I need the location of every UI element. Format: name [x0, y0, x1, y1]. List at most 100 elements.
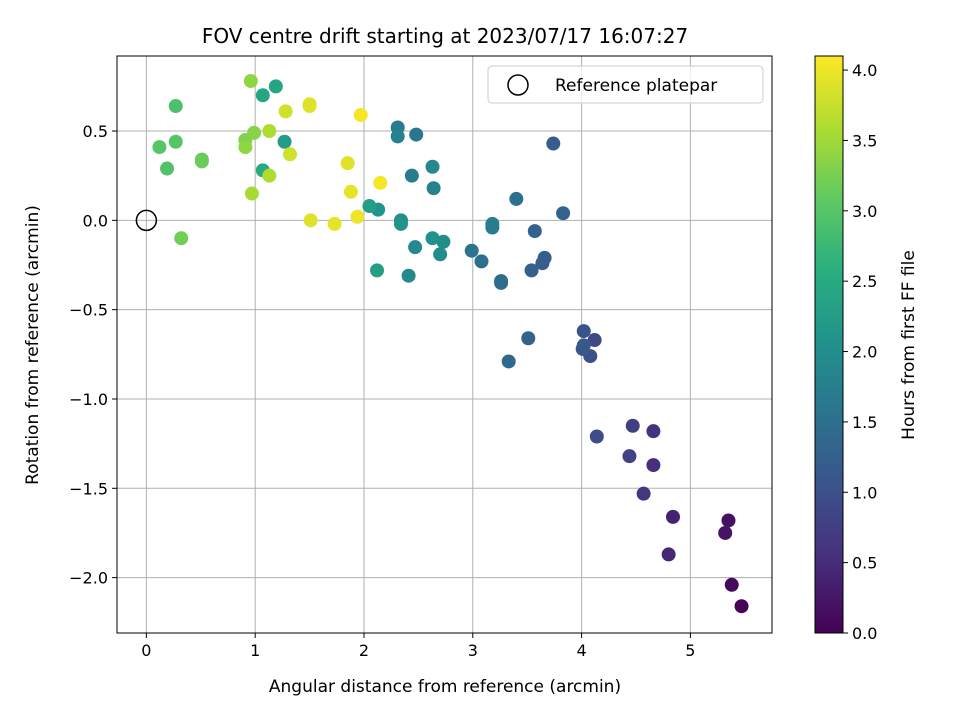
y-axis-title: Rotation from reference (arcmin): [23, 205, 43, 485]
plot-frame: [116, 55, 773, 634]
data-point: [425, 231, 440, 246]
data-point: [433, 247, 448, 262]
data-point: [646, 458, 661, 473]
data-point: [255, 88, 270, 103]
data-point: [243, 74, 258, 89]
data-point: [268, 79, 283, 94]
data-point: [262, 124, 277, 139]
data-point: [576, 324, 591, 339]
data-point: [426, 181, 441, 196]
data-point: [160, 161, 175, 176]
colorbar-tick-label: 4.0: [852, 61, 877, 80]
data-point: [262, 168, 277, 183]
data-point: [485, 220, 500, 235]
data-point: [401, 268, 416, 283]
data-point: [409, 127, 424, 142]
data-point: [527, 224, 542, 239]
data-point: [556, 206, 571, 221]
x-tick-label: 5: [685, 641, 695, 660]
data-point: [282, 147, 297, 162]
data-point: [622, 449, 637, 464]
x-tick-label: 4: [576, 641, 586, 660]
data-point: [168, 99, 183, 114]
x-axis-ticks: 0 1 2 3 4 5: [141, 633, 695, 660]
x-tick-label: 2: [359, 641, 369, 660]
data-point: [425, 159, 440, 174]
y-tick-label: −2.0: [69, 569, 108, 588]
colorbar-tick-label: 1.0: [852, 483, 877, 502]
colorbar-tick-label: 2.5: [852, 272, 877, 291]
data-point: [474, 254, 489, 269]
data-point: [436, 234, 451, 249]
grid-lines: [117, 56, 772, 633]
x-tick-label: 3: [468, 641, 478, 660]
x-tick-label: 1: [250, 641, 260, 660]
data-point: [521, 331, 536, 346]
legend-label-reference: Reference platepar: [555, 76, 717, 96]
data-point: [343, 184, 358, 199]
data-point: [353, 107, 368, 122]
data-point: [303, 213, 318, 228]
colorbar-tick-label: 0.5: [852, 554, 877, 573]
data-point: [152, 140, 167, 155]
data-point: [589, 429, 604, 444]
data-point: [174, 231, 189, 246]
data-point: [575, 341, 590, 356]
data-point: [464, 243, 479, 258]
data-point: [247, 125, 262, 140]
colorbar-tick-label: 0.0: [852, 624, 877, 643]
y-tick-label: 0.5: [83, 122, 108, 141]
data-point: [350, 209, 365, 224]
data-point: [194, 154, 209, 169]
y-axis-ticks: −2.0 −1.5 −1.0 −0.5 0.0 0.5: [69, 122, 117, 588]
data-point: [327, 216, 342, 231]
data-point: [362, 199, 377, 214]
data-point: [238, 140, 253, 155]
colorbar-title: Hours from first FF file: [899, 250, 919, 440]
data-point: [646, 424, 661, 439]
data-point: [340, 156, 355, 171]
data-point: [370, 263, 385, 278]
y-tick-label: −0.5: [69, 301, 108, 320]
data-point: [244, 186, 259, 201]
legend: Reference platepar: [487, 65, 764, 104]
data-point: [277, 134, 292, 149]
colorbar-tick-label: 2.0: [852, 343, 877, 362]
data-point: [393, 216, 408, 231]
chart-title: FOV centre drift starting at 2023/07/17 …: [202, 24, 688, 48]
data-point: [721, 513, 736, 528]
x-tick-label: 0: [141, 641, 151, 660]
data-point: [537, 250, 552, 265]
data-point: [404, 168, 419, 183]
data-point: [494, 275, 509, 290]
data-point: [390, 129, 405, 144]
data-points: [152, 74, 749, 614]
data-point: [665, 509, 680, 524]
data-point: [278, 104, 293, 119]
data-point: [168, 134, 183, 149]
reference-marker: [135, 209, 158, 232]
data-point: [718, 525, 733, 540]
data-point: [734, 599, 749, 614]
data-point: [546, 136, 561, 151]
y-tick-label: 0.0: [83, 211, 108, 230]
data-point: [509, 191, 524, 206]
colorbar-tick-label: 3.5: [852, 131, 877, 150]
y-tick-label: −1.0: [69, 390, 108, 409]
y-tick-label: −1.5: [69, 479, 108, 498]
colorbar-tick-label: 1.5: [852, 413, 877, 432]
colorbar: 0.0 0.5 1.0 1.5 2.0 2.5 3.0 3.5 4.0 Hours from f…: [814, 55, 919, 643]
data-point: [587, 333, 602, 348]
data-point: [373, 175, 388, 190]
colorbar-ticks: 0.0 0.5 1.0 1.5 2.0 2.5 3.0 3.5 4.0: [843, 61, 877, 643]
x-axis-title: Angular distance from reference (arcmin): [269, 677, 621, 697]
data-point: [302, 99, 317, 114]
data-point: [636, 486, 651, 501]
data-point: [625, 418, 640, 433]
legend-reference-marker: [507, 74, 529, 96]
colorbar-gradient: [814, 55, 844, 634]
data-point: [501, 354, 516, 369]
data-point: [661, 547, 676, 562]
data-point: [724, 577, 739, 592]
